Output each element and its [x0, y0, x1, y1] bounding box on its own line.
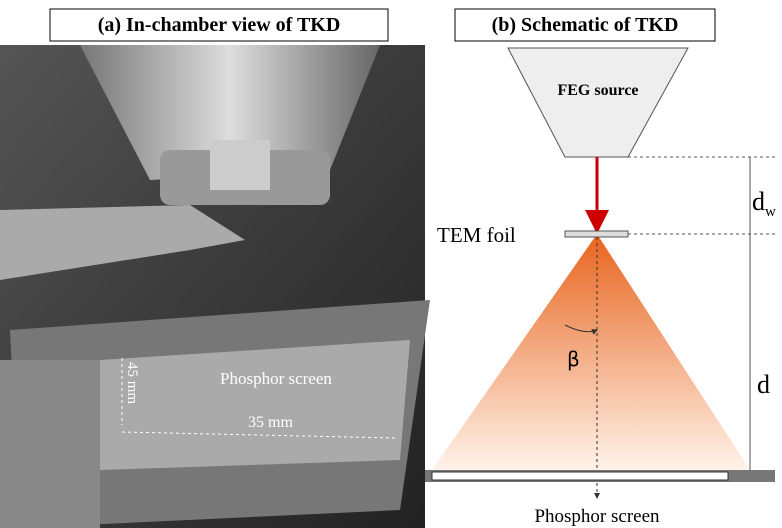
dw-main: d: [752, 187, 765, 216]
photo: Phosphor screen 45 mm 35 mm: [0, 45, 430, 528]
d-label: d: [757, 370, 770, 399]
source: [508, 48, 688, 157]
photo-label: Phosphor screen: [220, 369, 332, 388]
photo-label: 35 mm: [248, 414, 293, 431]
dw-sub: w: [765, 204, 776, 220]
foil: [565, 231, 628, 237]
source-label: FEG source: [557, 82, 638, 99]
panel-title: (b) Schematic of TKD: [492, 14, 679, 36]
dw-label: dw: [752, 187, 776, 220]
screen-label: Phosphor screen: [534, 506, 660, 527]
foil-label: TEM foil: [437, 223, 516, 247]
angle-label: β: [567, 347, 580, 371]
cone: [432, 234, 750, 470]
panel-title: (a) In-chamber view of TKD: [98, 14, 341, 36]
figure: Phosphor screen 45 mm 35 mm (a) In-chamb…: [0, 0, 782, 528]
page: Phosphor screen 45 mm 35 mm (a) In-chamb…: [0, 0, 782, 528]
photo-label: 45 mm: [124, 362, 140, 404]
